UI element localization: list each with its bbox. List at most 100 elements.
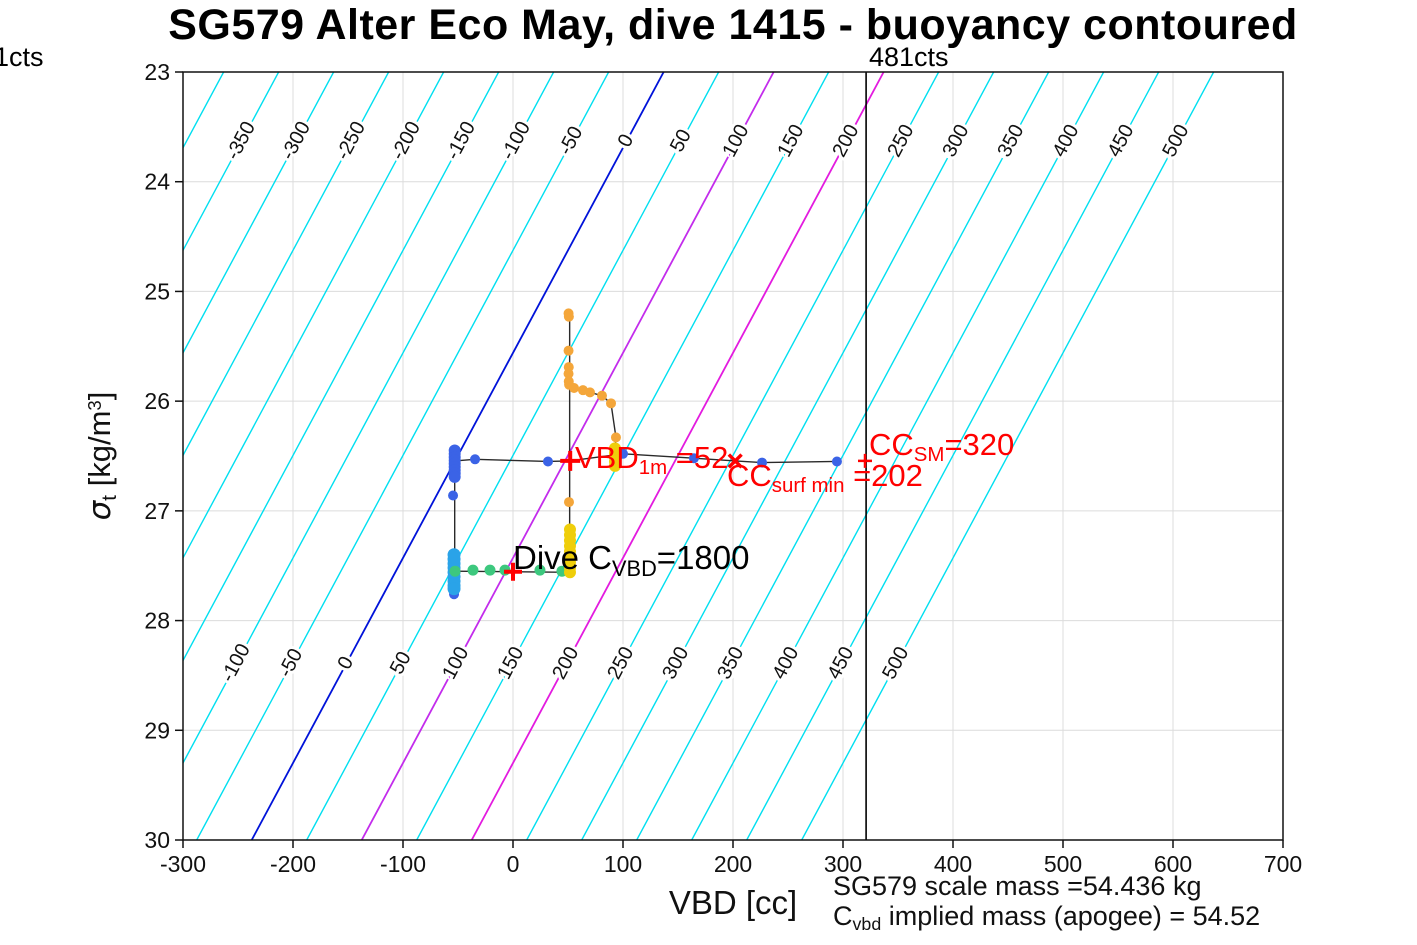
data-point xyxy=(467,564,479,576)
contour-label: 200 xyxy=(828,121,863,161)
plus-marker xyxy=(858,453,872,468)
y-tick-label: 26 xyxy=(144,388,170,414)
scale-mass-line: SG579 scale mass =54.436 kg xyxy=(833,871,1202,901)
series-climb-points-orange xyxy=(563,308,621,508)
contour-label: 400 xyxy=(1048,121,1083,161)
contour-line xyxy=(360,72,775,840)
footer-mass-info: SG579 scale mass =54.436 kg Cvbd implied… xyxy=(833,871,1260,934)
data-point xyxy=(610,432,621,443)
contour-label: -350 xyxy=(222,118,260,164)
contour-label: 350 xyxy=(713,643,748,683)
series-surface-cluster-blue xyxy=(448,444,461,483)
left-counts-label: 1cts xyxy=(0,42,44,72)
contour-label: -50 xyxy=(274,645,307,681)
contour-label: 100 xyxy=(718,121,753,161)
contour-line xyxy=(196,72,610,840)
x-tick-label: 200 xyxy=(714,851,752,877)
data-point xyxy=(563,566,576,579)
x-tick-label: 0 xyxy=(507,851,520,877)
contour-label: 250 xyxy=(883,121,918,161)
contour-line xyxy=(183,72,390,457)
annotation-dive-cvbd: Dive CVBD=1800 xyxy=(513,539,750,581)
contour-label: 150 xyxy=(773,121,808,161)
annotation-cc-surf-min: CCsurf min =202 xyxy=(727,458,923,498)
y-tick-label: 30 xyxy=(144,827,170,853)
data-point xyxy=(448,490,459,501)
data-point xyxy=(448,470,461,483)
x-tick-label: 500 xyxy=(1044,851,1082,877)
contour-line xyxy=(183,72,555,765)
contour-label: 450 xyxy=(1103,121,1138,161)
data-point xyxy=(831,456,842,467)
contour-label: 50 xyxy=(666,126,696,156)
x-tick-label: 700 xyxy=(1264,851,1302,877)
contour-label: 500 xyxy=(1158,121,1193,161)
contour-label: 50 xyxy=(386,648,416,678)
chart-title: SG579 Alter Eco May, dive 1415 - buoyanc… xyxy=(168,1,1298,49)
y-axis-label: σt [kg/m3] xyxy=(82,391,122,521)
y-tick-label: 28 xyxy=(144,608,170,634)
x-tick-label: 400 xyxy=(934,851,972,877)
contour-line xyxy=(183,72,500,662)
plus-marker xyxy=(504,562,522,581)
x-tick-label: 600 xyxy=(1154,851,1192,877)
contour-line xyxy=(470,72,885,840)
contour-label: 500 xyxy=(878,643,913,683)
contour-label: -200 xyxy=(387,118,425,164)
x-axis-label: VBD [cc] xyxy=(668,884,798,921)
x-tick-label: 300 xyxy=(824,851,862,877)
x-tick-label: -300 xyxy=(160,851,206,877)
annotation-vbd1m: VBD1m =52 xyxy=(575,440,729,480)
data-point xyxy=(542,456,553,467)
x-tick-label: 100 xyxy=(604,851,642,877)
data-point xyxy=(608,459,621,472)
data-point xyxy=(569,382,580,393)
contour-label: -50 xyxy=(554,123,587,159)
contour-label: -150 xyxy=(442,118,480,164)
data-point xyxy=(563,368,574,379)
contour-label: 350 xyxy=(993,121,1028,161)
plus-marker xyxy=(560,450,581,471)
data-point xyxy=(470,454,481,465)
contour-label: 300 xyxy=(658,643,693,683)
contour-line xyxy=(306,72,720,840)
y-tick-label: 27 xyxy=(144,498,170,524)
contour-label: 300 xyxy=(938,121,973,161)
y-tick-label: 24 xyxy=(144,169,170,195)
data-point xyxy=(757,457,768,468)
data-point xyxy=(534,564,546,576)
contour-line xyxy=(183,72,445,560)
x-tick-label: -100 xyxy=(380,851,426,877)
contour-label: 0 xyxy=(333,653,358,673)
counts-line-label: 481cts xyxy=(869,42,949,72)
y-tick-label: 29 xyxy=(144,717,170,743)
data-point xyxy=(563,311,574,322)
contour-label: 400 xyxy=(768,643,803,683)
contour-line xyxy=(183,72,335,355)
contour-line xyxy=(691,72,1105,840)
data-point xyxy=(606,398,617,409)
y-tick-label: 23 xyxy=(144,59,170,85)
data-point xyxy=(585,387,595,398)
contour-label: -100 xyxy=(497,118,535,164)
data-point xyxy=(596,390,607,401)
data-point xyxy=(563,497,574,508)
data-point xyxy=(484,564,496,576)
contour-label: -300 xyxy=(277,118,315,164)
contour-label: 0 xyxy=(614,131,639,151)
contour-label: 250 xyxy=(603,643,638,683)
contour-label: 100 xyxy=(438,643,473,683)
series-maneuver-gold xyxy=(563,442,621,579)
axes-layer: -300 -200 -100 0 100 200 300 400 500 600 700232425… xyxy=(144,59,1302,877)
contour-label: -250 xyxy=(332,118,370,164)
contour-label: -100 xyxy=(217,640,255,686)
x-tick-label: -200 xyxy=(270,851,316,877)
contour-label: 200 xyxy=(548,643,583,683)
data-point xyxy=(447,582,461,596)
y-tick-label: 25 xyxy=(144,278,170,304)
contour-label: 150 xyxy=(493,643,528,683)
cross-marker xyxy=(727,453,743,469)
contour-line xyxy=(183,72,280,252)
